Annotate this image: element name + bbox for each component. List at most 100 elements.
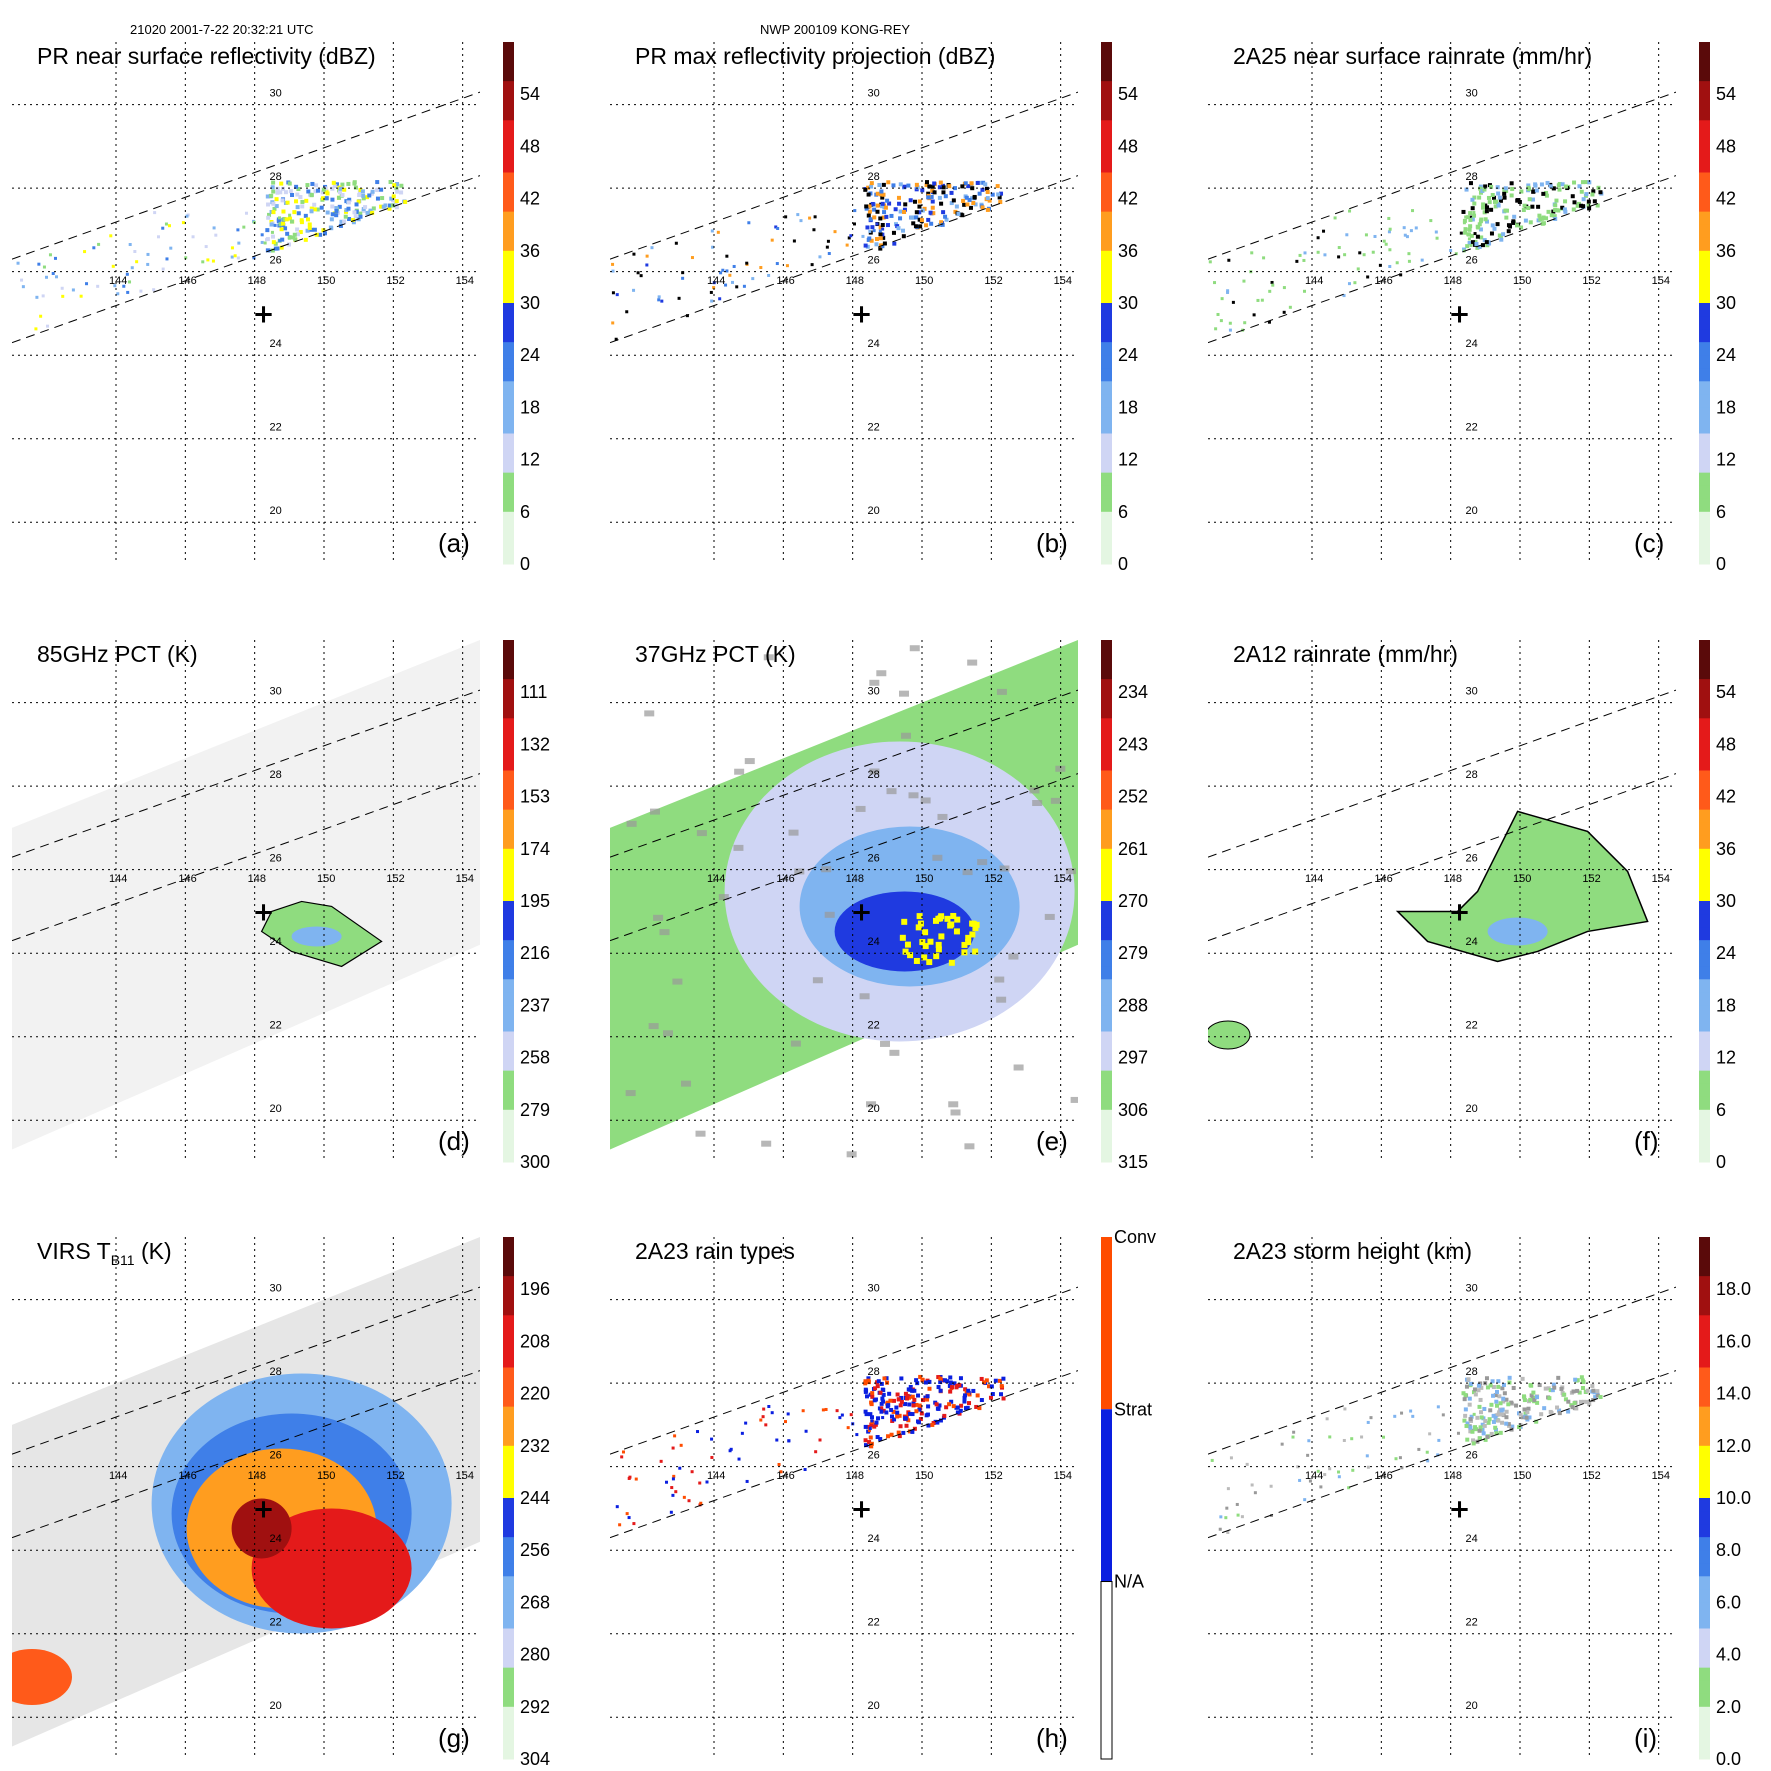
pr-pixel [872,229,876,233]
colorbar-segment [503,1044,514,1059]
pr-pixel [1551,1382,1556,1387]
pr-pixel [1342,1438,1346,1442]
pct-cell [1070,1096,1078,1103]
pr-pixel [950,1385,955,1390]
pr-pixel [951,198,956,203]
pr-pixel [1350,1437,1354,1441]
colorbar-segment [1101,692,1112,706]
pr-pixel [941,190,946,195]
pr-pixel [879,1401,884,1406]
lon-tick-label: 154 [456,1470,474,1482]
pr-pixel [367,193,372,198]
colorbar-segment [1101,1109,1112,1124]
pr-pixel [1316,1469,1320,1473]
pr-pixel [947,1383,952,1388]
panel-title: PR max reflectivity projection (dBZ) [635,43,995,69]
pr-pixel [879,204,884,209]
pr-pixel [868,229,872,233]
pr-pixel [276,219,281,224]
pr-pixel [881,235,886,240]
colorbar-segment [1101,524,1112,539]
pr-pixel [1504,215,1509,220]
colorbar-tick-label: 6.0 [1716,1592,1741,1612]
pr-pixel [878,229,882,233]
colorbar-segment [503,1550,514,1564]
pr-pixel [889,213,894,218]
pr-pixel [321,187,326,192]
pr-pixel [270,185,275,190]
pr-pixel [880,222,885,227]
colorbar-segment [1699,1263,1710,1277]
pct-cell [663,1030,674,1037]
colorbar-tick-label: 48 [520,136,540,156]
pr-pixel [1464,1423,1469,1428]
lat-tick-label: 26 [269,255,281,267]
pr-pixel [305,183,310,188]
pr-pixel [1480,243,1485,248]
lat-tick-label: 30 [867,686,879,698]
pct-cell [972,948,979,955]
pct-cell [866,1101,877,1108]
colorbar-segment [503,224,514,239]
colorbar-tick-label: 244 [520,1488,550,1508]
pr-pixel [678,1466,682,1470]
colorbar-segment [1699,705,1710,719]
pr-pixel [863,187,868,192]
pr-pixel [1479,1410,1484,1415]
pr-pixel [1358,251,1362,255]
colorbar-tick-label: 18 [1716,397,1736,417]
colorbar-tick-label: 18.0 [1716,1279,1751,1299]
lat-tick-label: 22 [269,422,281,434]
pr-pixel [1210,1458,1214,1462]
colorbar-segment [503,1732,514,1747]
pr-pixel [1489,184,1494,189]
pr-pixel [1292,1430,1296,1434]
pr-pixel [1536,204,1541,209]
colorbar-segment [1699,914,1710,928]
pr-pixel [1483,217,1488,222]
pr-pixel [298,195,303,200]
pr-pixel [375,187,380,192]
pr-pixel [1514,1403,1519,1408]
pr-pixel [1467,241,1472,246]
colorbar-segment [1699,1315,1710,1329]
colorbar-tick-label: Strat [1114,1399,1152,1419]
pr-pixel [1472,213,1477,218]
pr-pixel [669,1510,673,1514]
pr-pixel [1484,240,1489,245]
pr-pixel [889,1407,894,1412]
pr-pixel [1534,188,1539,193]
pr-pixel [329,217,334,222]
pct-cell [935,946,942,953]
colorbar-segment [503,1589,514,1603]
pr-pixel [1495,185,1500,190]
pr-pixel [1529,1393,1534,1398]
pr-pixel [1496,191,1501,196]
colorbar-segment [1699,640,1710,654]
pr-pixel [1468,217,1473,222]
colorbar-segment [503,1393,514,1408]
colorbar-segment [1101,237,1112,252]
lat-tick-label: 20 [1465,1103,1477,1115]
pr-pixel [1527,1415,1532,1420]
pr-pixel [368,208,373,213]
pr-pixel [979,1376,984,1381]
pr-pixel [1498,1401,1503,1406]
pr-pixel [265,194,270,199]
pr-pixel [1497,1394,1502,1399]
lon-tick-label: 152 [984,873,1002,885]
colorbar-segment [503,848,514,863]
colorbar-segment [1699,822,1710,837]
colorbar-tick-label: 4.0 [1716,1645,1741,1665]
pr-pixel [1480,1422,1485,1427]
pr-pixel [1466,232,1471,237]
lat-tick-label: 20 [269,505,281,517]
pr-pixel [929,194,934,199]
pr-pixel [891,1398,896,1403]
pr-pixel [645,263,649,267]
pr-pixel [1482,1406,1487,1411]
pr-pixel [1343,253,1347,257]
pr-pixel [165,257,169,261]
